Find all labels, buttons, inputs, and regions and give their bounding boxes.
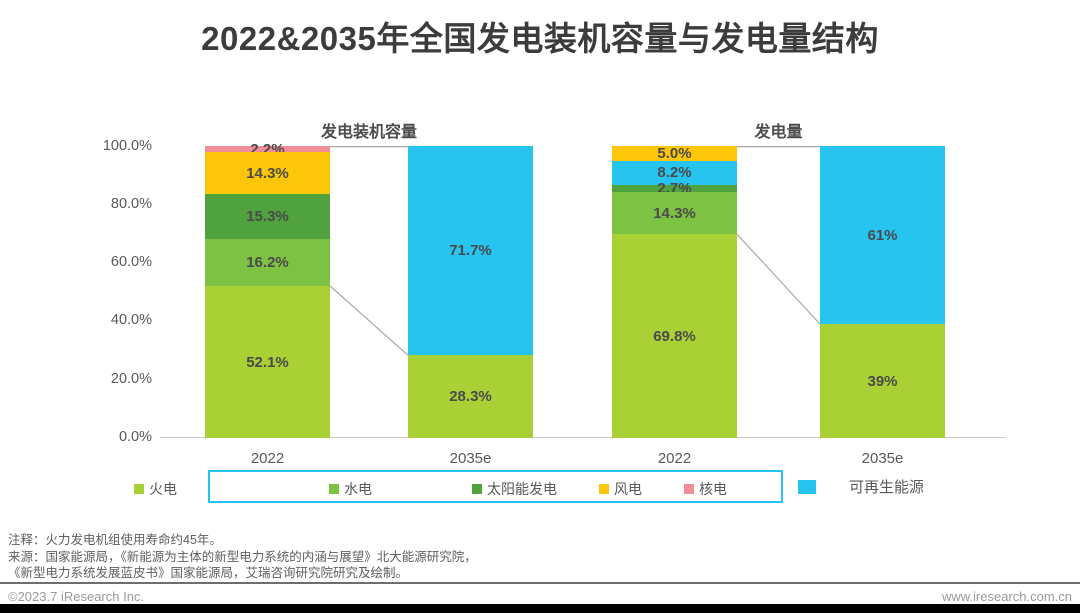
y-axis: 100.0% 80.0% 60.0% 40.0% 20.0% 0.0%: [55, 138, 152, 445]
legend-label: 太阳能发电: [487, 481, 557, 497]
bar-segment-火电: 28.3%: [408, 355, 533, 438]
plot-area: 2.2% 14.3% 15.3% 16.2% 52.1% 71.7% 28.3% 5.0%…: [160, 142, 1005, 438]
note-line: 注释：火力发电机组使用寿命约45年。: [8, 533, 222, 547]
segment-value-label: 15.3%: [246, 207, 289, 225]
solar-color-swatch: [472, 484, 482, 494]
legend-group-box: 水电 太阳能发电 风电 核电: [208, 470, 783, 503]
stacked-bar-capacity-2035e: 71.7% 28.3%: [408, 146, 533, 438]
segment-value-label: 39%: [867, 372, 898, 390]
bar-segment-可再生能源: 61%: [820, 146, 945, 325]
stacked-bar-capacity-2022: 2.2% 14.3% 15.3% 16.2% 52.1%: [205, 142, 330, 438]
footnotes: 注释：火力发电机组使用寿命约45年。 来源：国家能源局，《新能源为主体的新型电力…: [8, 532, 477, 582]
wind-color-swatch: [599, 484, 609, 494]
segment-value-label: 16.2%: [246, 253, 289, 271]
legend-item-thermal: 火电: [134, 482, 177, 496]
stacked-bar-generation-2022: 5.0% 8.2% 2.7% 14.3% 69.8%: [612, 146, 737, 438]
legend-item-nuclear: 核电: [684, 482, 727, 496]
y-tick-label: 80.0%: [110, 196, 152, 212]
bar-segment-火电: 69.8%: [612, 234, 737, 438]
segment-value-label: 5.0%: [657, 144, 692, 162]
renewable-color-swatch: [798, 480, 816, 494]
bar-segment-风电: 5.0%: [612, 146, 737, 161]
x-category-label: 2022: [250, 450, 285, 467]
chart-title-generation: 发电量: [754, 124, 803, 141]
legend-label: 水电: [344, 481, 372, 497]
segment-value-label: 2.7%: [657, 179, 692, 197]
bar-segment-风电: 14.3%: [205, 152, 330, 195]
source-line: 《新型电力系统发展蓝皮书》国家能源局，艾瑞咨询研究院研究及绘制。: [8, 566, 409, 580]
bar-segment-太阳能发电: 2.7%: [612, 181, 737, 196]
y-tick-label: 40.0%: [110, 312, 152, 328]
legend-item-solar: 太阳能发电: [472, 482, 557, 496]
chart-title-capacity: 发电装机容量: [320, 124, 417, 141]
footer-divider: [0, 582, 1080, 584]
segment-value-label: 52.1%: [246, 353, 289, 371]
bar-segment-可再生能源: 8.2%: [612, 160, 737, 185]
source-line: 来源：国家能源局，《新能源为主体的新型电力系统的内涵与展望》北大能源研究院，: [8, 549, 477, 564]
bar-segment-水电: 16.2%: [205, 238, 330, 287]
segment-value-label: 14.3%: [653, 204, 696, 222]
y-tick-label: 20.0%: [110, 371, 152, 387]
segment-value-label: 71.7%: [449, 242, 492, 260]
segment-value-label: 8.2%: [657, 164, 692, 182]
legend-item-hydro: 水电: [329, 482, 372, 496]
bottom-black-bar: [0, 604, 1080, 613]
legend-label: 火电: [149, 481, 177, 497]
legend-label: 核电: [699, 481, 727, 497]
segment-value-label: 61%: [867, 226, 898, 244]
thermal-color-swatch: [134, 484, 144, 494]
hydro-color-swatch: [329, 484, 339, 494]
legend-label: 可再生能源: [849, 478, 925, 496]
legend-item-wind: 风电: [599, 482, 642, 496]
segment-value-label: 28.3%: [449, 388, 492, 406]
bar-segment-火电: 52.1%: [205, 286, 330, 438]
x-category-label: 2035e: [449, 450, 492, 467]
page-title: 2022&2035年全国发电装机容量与发电量结构: [201, 20, 879, 57]
y-tick-label: 60.0%: [110, 254, 152, 270]
bar-segment-太阳能发电: 15.3%: [205, 194, 330, 239]
website-url: www.iresearch.com.cn: [941, 589, 1072, 604]
legend-item-renewable: 可再生能源: [798, 478, 925, 496]
bar-segment-水电: 14.3%: [612, 192, 737, 235]
segment-value-label: 69.8%: [653, 327, 696, 345]
x-category-label: 2022: [657, 450, 692, 467]
copyright-text: ©2023.7 iResearch Inc.: [8, 589, 145, 604]
legend-label: 风电: [614, 481, 642, 497]
y-tick-label: 0.0%: [118, 429, 152, 445]
x-category-label: 2035e: [861, 450, 904, 467]
y-tick-label: 100.0%: [102, 138, 152, 154]
segment-value-label: 14.3%: [246, 164, 289, 182]
bar-segment-可再生能源: 71.7%: [408, 146, 533, 356]
nuclear-color-swatch: [684, 484, 694, 494]
stacked-bar-generation-2035e: 61% 39%: [820, 146, 945, 438]
bar-segment-火电: 39%: [820, 324, 945, 438]
